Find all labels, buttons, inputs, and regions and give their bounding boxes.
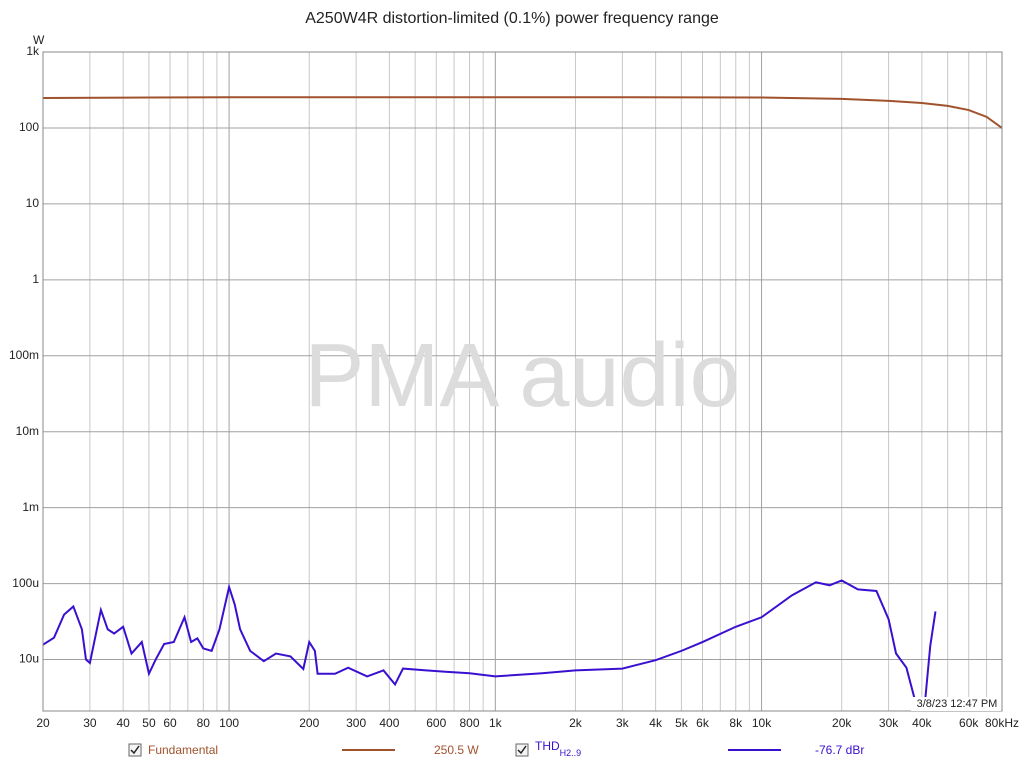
y-tick-label: 100u xyxy=(12,576,39,590)
y-tick-label: 1k xyxy=(26,44,40,58)
series-line xyxy=(43,579,937,710)
x-tick-label: 300 xyxy=(346,716,366,730)
x-tick-label: 60 xyxy=(163,716,177,730)
x-tick-label: 40 xyxy=(116,716,130,730)
x-tick-label: 6k xyxy=(696,716,710,730)
x-tick-label: 80kHz xyxy=(985,716,1019,730)
plot-frame xyxy=(42,51,1003,712)
x-tick-label: 2k xyxy=(569,716,583,730)
x-tick-label: 20 xyxy=(36,716,50,730)
timestamp-bg xyxy=(911,697,1001,711)
x-tick-label: 800 xyxy=(460,716,480,730)
x-tick-label: 30 xyxy=(83,716,97,730)
legend-label: THDH2..9 xyxy=(535,739,581,758)
x-tick-label: 8k xyxy=(729,716,743,730)
x-tick-label: 60k xyxy=(959,716,979,730)
x-tick-label: 600 xyxy=(426,716,446,730)
x-tick-label: 100 xyxy=(219,716,239,730)
x-tick-label: 80 xyxy=(197,716,211,730)
y-tick-label: 1 xyxy=(32,272,39,286)
y-tick-label: 1m xyxy=(22,500,39,514)
legend-name: THD xyxy=(535,739,560,753)
legend-name: Fundamental xyxy=(148,743,218,757)
legend: Fundamental 250.5 W THDH2..9 -76.7 dBr xyxy=(128,739,864,758)
timestamp: 3/8/23 12:47 PM xyxy=(917,698,998,710)
legend-value: -76.7 dBr xyxy=(815,743,864,757)
x-tick-label: 40k xyxy=(912,716,932,730)
checkmark xyxy=(517,745,527,755)
x-tick-label: 200 xyxy=(299,716,319,730)
x-tick-label: 3k xyxy=(616,716,630,730)
watermark: PMA audio xyxy=(304,326,739,426)
series-line xyxy=(43,96,1002,129)
x-tick-label: 10k xyxy=(752,716,772,730)
legend-value: 250.5 W xyxy=(434,743,479,757)
y-tick-label: 100 xyxy=(19,120,39,134)
y-tick-label: 10u xyxy=(19,652,39,666)
checkmark xyxy=(130,745,140,755)
y-axis-label: W xyxy=(33,33,45,47)
x-tick-label: 20k xyxy=(832,716,852,730)
x-tick-label: 400 xyxy=(379,716,399,730)
y-tick-label: 10m xyxy=(16,424,39,438)
chart-title: A250W4R distortion-limited (0.1%) power … xyxy=(305,10,719,27)
x-tick-label: 4k xyxy=(649,716,663,730)
y-tick-label: 100m xyxy=(9,348,39,362)
legend-label: Fundamental xyxy=(148,743,218,757)
legend-checkbox[interactable] xyxy=(128,743,142,757)
legend-checkbox[interactable] xyxy=(515,743,529,757)
x-tick-label: 1k xyxy=(489,716,503,730)
x-tick-label: 5k xyxy=(675,716,689,730)
x-tick-label: 30k xyxy=(879,716,899,730)
legend-subscript: H2..9 xyxy=(560,748,582,758)
plot-lines xyxy=(43,96,1002,710)
y-tick-label: 10 xyxy=(26,196,40,210)
x-tick-label: 50 xyxy=(142,716,156,730)
